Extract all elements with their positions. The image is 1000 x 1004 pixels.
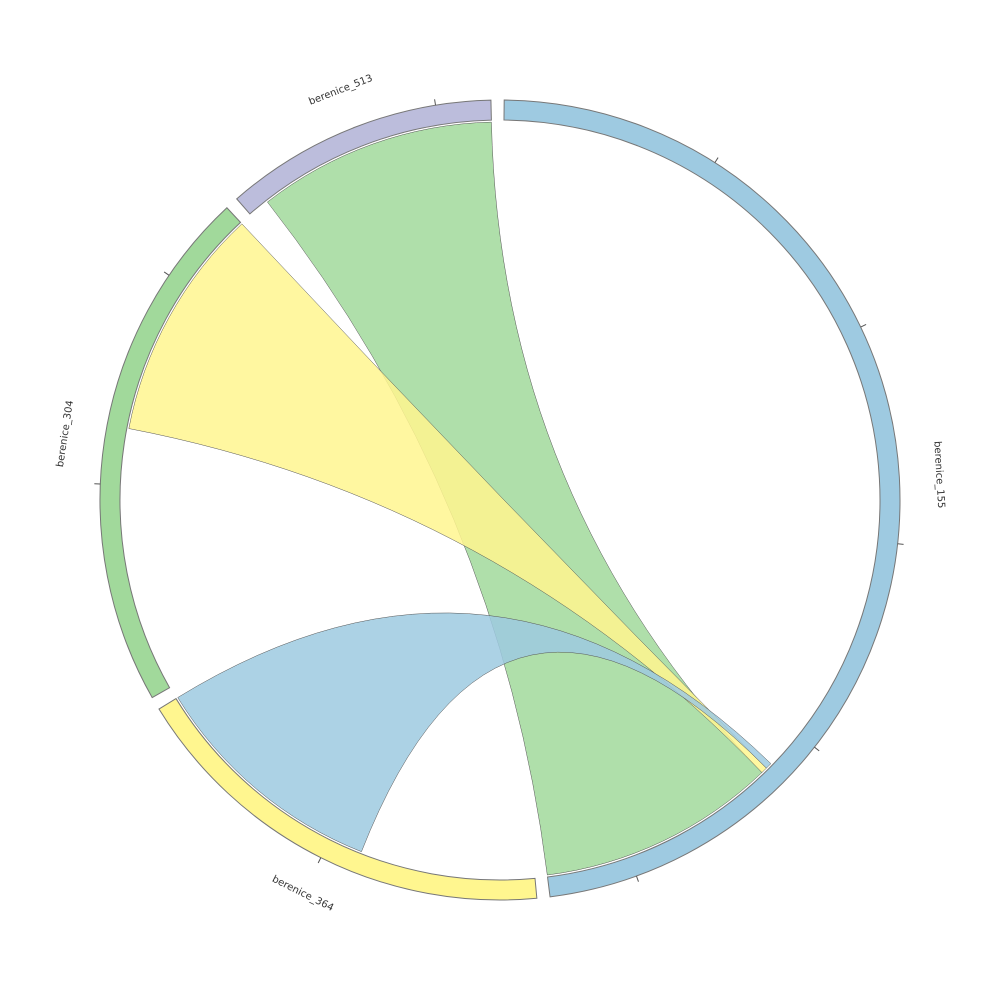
- tick: [164, 272, 169, 275]
- tick: [435, 99, 436, 105]
- tick: [318, 858, 321, 863]
- tick: [898, 544, 904, 545]
- group-label: berenice_513: [307, 73, 374, 108]
- tick: [814, 747, 819, 751]
- group-label: berenice_304: [55, 400, 76, 468]
- tick: [861, 324, 866, 327]
- tick: [715, 158, 718, 163]
- tick: [636, 876, 638, 882]
- group-label: berenice_364: [270, 874, 335, 914]
- group-label: berenice_155: [931, 441, 946, 509]
